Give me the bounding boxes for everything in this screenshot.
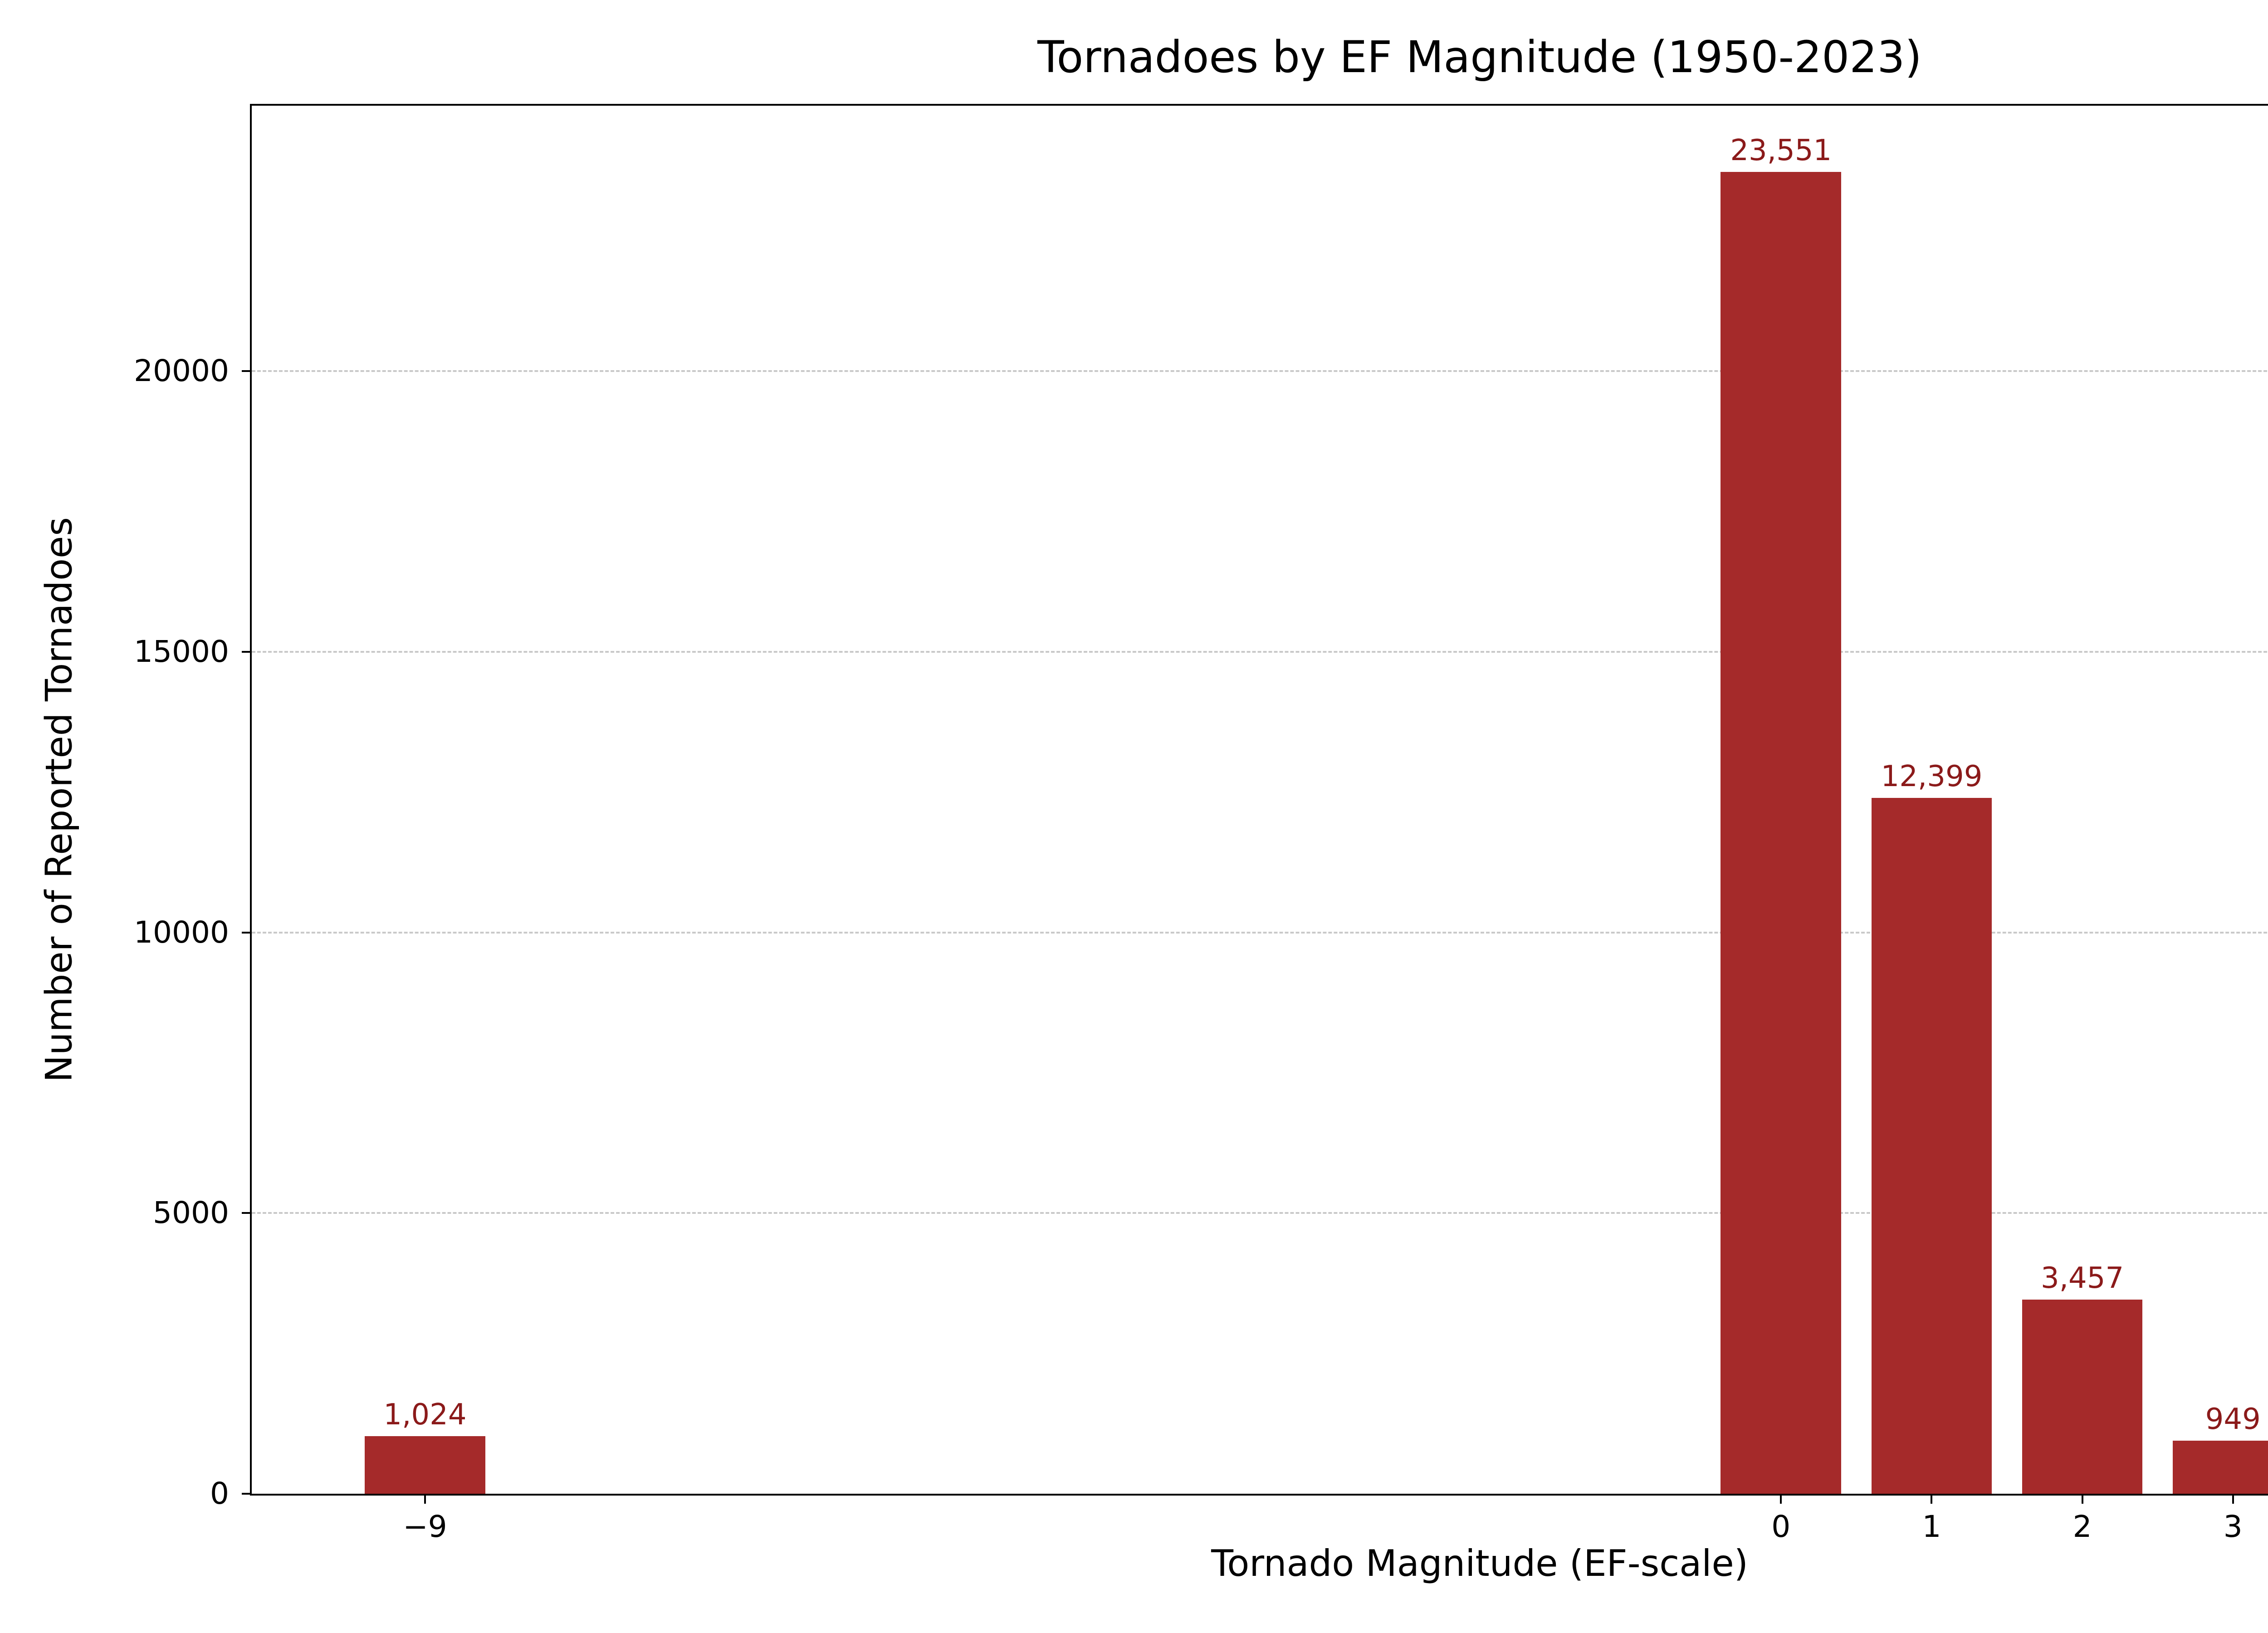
x-tick-label: 2 xyxy=(2072,1509,2092,1544)
x-tick-label: −9 xyxy=(403,1509,447,1544)
bar-value-label: 949 xyxy=(2205,1402,2261,1436)
bar-value-label: 1,024 xyxy=(383,1398,467,1432)
gridline xyxy=(252,931,2268,934)
x-tick-mark xyxy=(424,1496,426,1504)
x-tick-mark xyxy=(1780,1496,1782,1504)
bar-ef-0 xyxy=(1721,171,1842,1494)
y-tick-label: 10000 xyxy=(134,914,229,950)
bar-ef-neg9 xyxy=(365,1436,485,1494)
y-tick-label: 20000 xyxy=(134,353,229,389)
y-axis-label: Number of Reported Tornadoes xyxy=(38,517,80,1083)
y-tick-label: 0 xyxy=(210,1476,229,1511)
x-tick-label: 1 xyxy=(1922,1509,1941,1544)
x-tick-mark xyxy=(2232,1496,2234,1504)
x-tick-label: 3 xyxy=(2223,1509,2243,1544)
gridline xyxy=(252,1212,2268,1214)
y-tick-mark xyxy=(242,1212,250,1214)
y-tick-mark xyxy=(242,370,250,372)
gridline xyxy=(252,650,2268,653)
bar-value-label: 3,457 xyxy=(2040,1261,2124,1296)
y-tick-mark xyxy=(242,650,250,653)
bar-value-label: 12,399 xyxy=(1881,759,1983,793)
x-tick-label: 0 xyxy=(1771,1509,1791,1544)
bar-ef-1 xyxy=(1871,797,1992,1494)
bar-ef-2 xyxy=(2022,1300,2143,1494)
bar-ef-3 xyxy=(2172,1440,2268,1494)
y-tick-mark xyxy=(242,931,250,934)
y-tick-mark xyxy=(242,1493,250,1495)
x-axis-label: Tornado Magnitude (EF-scale) xyxy=(1211,1542,1748,1584)
gridline xyxy=(252,370,2268,372)
bar-value-label: 23,551 xyxy=(1730,133,1832,167)
chart-title: Tornadoes by EF Magnitude (1950-2023) xyxy=(1037,32,1922,83)
x-tick-mark xyxy=(2081,1496,2083,1504)
x-tick-mark xyxy=(1931,1496,1933,1504)
y-tick-label: 5000 xyxy=(153,1195,229,1231)
y-tick-label: 15000 xyxy=(134,634,229,669)
